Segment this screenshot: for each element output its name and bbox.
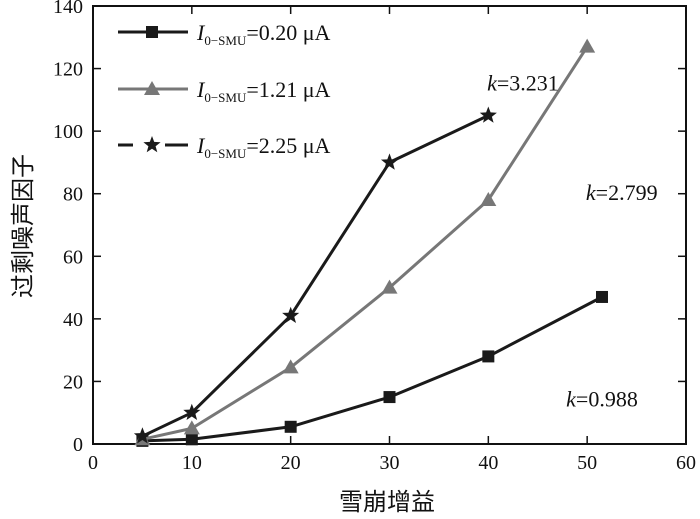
x-tick-label: 50 (577, 452, 597, 474)
series-1 (136, 290, 608, 447)
x-tick-label: 30 (380, 452, 400, 474)
series-line (142, 45, 589, 441)
x-tick-label: 20 (281, 452, 301, 474)
legend-marker-triangle (144, 81, 160, 95)
x-tick-label: 60 (676, 452, 696, 474)
data-point-square (383, 391, 396, 404)
series-line (142, 295, 603, 443)
axes: 0 10 20 30 40 50 60 0 20 40 60 80 100 120 140 (53, 0, 696, 474)
legend-label: I0−SMU=2.25 μA (196, 133, 331, 161)
legend-label: I0−SMU=0.20 μA (196, 20, 331, 48)
data-point-star (282, 306, 300, 323)
data-point-square (284, 420, 297, 433)
data-point-triangle (480, 191, 497, 206)
data-point-square (185, 433, 198, 446)
series-line (141, 114, 489, 438)
y-axis-label: 过剩噪声因子 (9, 154, 37, 298)
series-layer (133, 38, 608, 447)
slope-annotation: k=0.988 (566, 386, 638, 411)
legend-label: I0−SMU=1.21 μA (196, 77, 331, 105)
x-tick-label: 0 (88, 452, 98, 474)
legend-marker-square (146, 26, 158, 38)
y-tick-label: 40 (63, 309, 83, 331)
data-point-triangle (282, 359, 299, 374)
y-tick-label: 60 (63, 246, 83, 268)
series-3 (133, 106, 497, 444)
y-tick-label: 100 (53, 121, 83, 143)
legend-marker-star (143, 136, 161, 153)
y-tick-label: 140 (53, 0, 83, 18)
data-point-triangle (381, 279, 398, 294)
data-point-square (595, 290, 608, 303)
slope-annotation: k=3.231 (487, 70, 559, 95)
y-tick-label: 20 (63, 371, 83, 393)
data-point-square (482, 350, 495, 363)
x-tick-label: 10 (182, 452, 202, 474)
data-point-triangle (183, 420, 200, 435)
x-axis-label: 雪崩增益 (339, 488, 435, 516)
legend-entry: I0−SMU=1.21 μA (118, 77, 331, 105)
data-point-star (183, 403, 201, 420)
legend-entry: I0−SMU=0.20 μA (118, 20, 331, 48)
data-point-triangle (579, 38, 596, 53)
data-point-star (479, 106, 497, 123)
legend-entry: I0−SMU=2.25 μA (118, 133, 331, 161)
data-point-star (133, 427, 151, 444)
x-tick-label: 40 (478, 452, 498, 474)
y-tick-label: 0 (73, 434, 83, 456)
data-point-star (380, 153, 399, 170)
y-tick-label: 80 (63, 184, 83, 206)
legend: I0−SMU=0.20 μA I0−SMU=1.21 μA I0−SMU=2.25 … (118, 20, 331, 161)
annotations: k=3.231 k=2.799 k=0.988 (487, 70, 658, 411)
slope-annotation: k=2.799 (586, 180, 658, 205)
plot-frame (92, 5, 687, 445)
y-tick-label: 120 (53, 59, 83, 81)
